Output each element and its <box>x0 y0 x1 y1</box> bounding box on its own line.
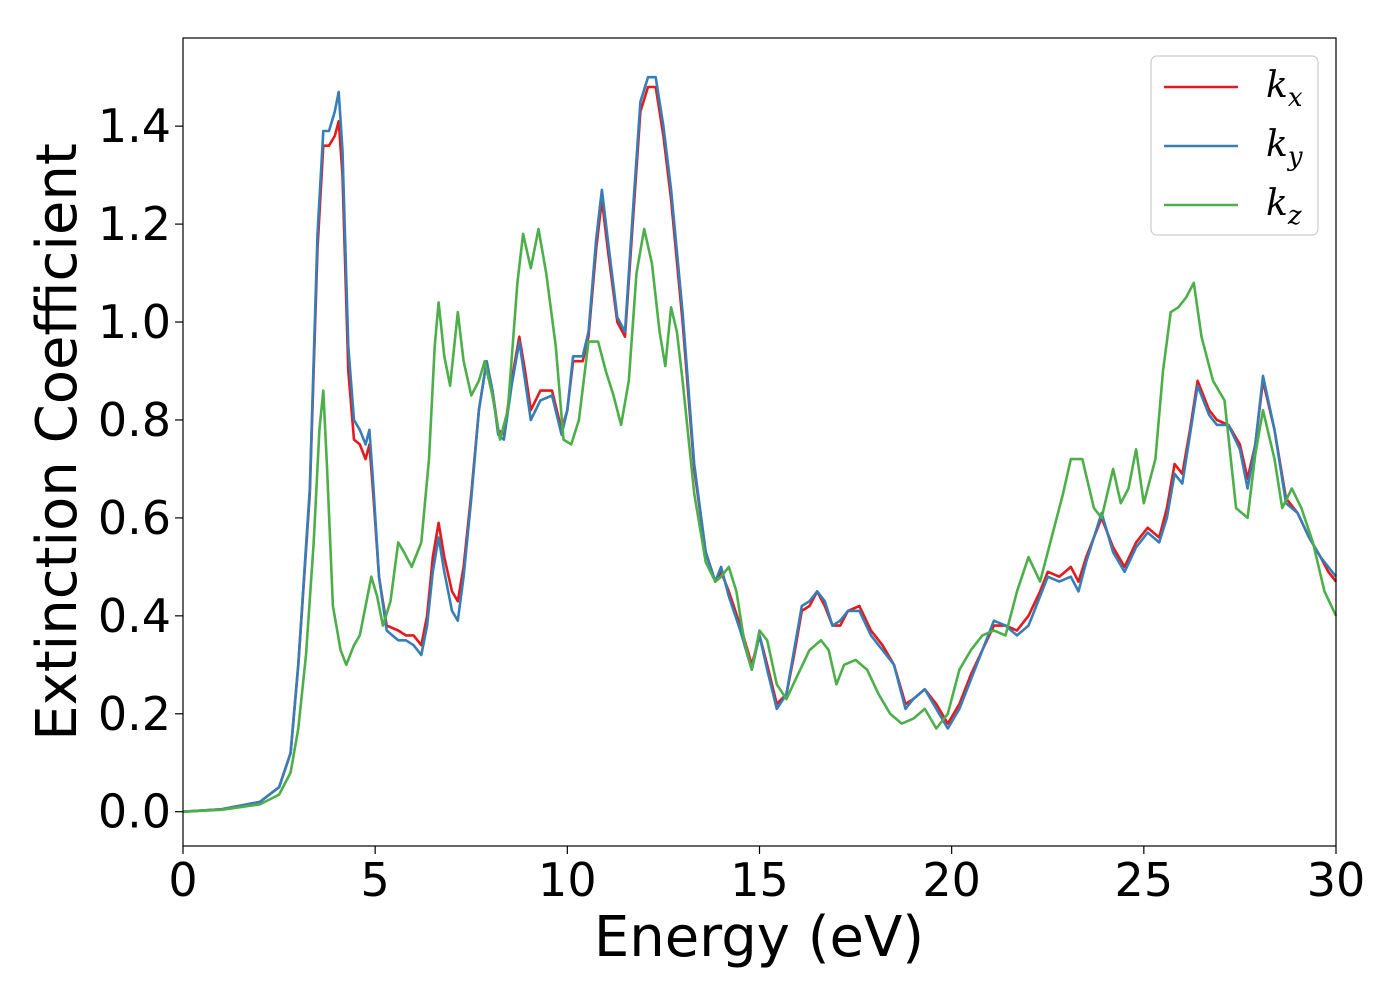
x-tick-label: 15 <box>730 853 789 907</box>
x-axis-title: Energy (eV) <box>594 905 924 970</box>
x-tick-label: 0 <box>168 853 197 907</box>
y-tick-label: 0.8 <box>98 393 171 447</box>
legend: kx ky kz <box>1150 55 1319 236</box>
y-tick-label: 0.4 <box>98 589 171 643</box>
series-layer <box>182 75 1338 813</box>
series-line-kz <box>182 227 1338 813</box>
y-tick-label: 1.4 <box>98 99 171 153</box>
y-tick-label: 0.0 <box>98 785 171 839</box>
legend-label-ky: ky <box>1266 124 1303 172</box>
x-tick-label: 5 <box>361 853 390 907</box>
y-tick-label: 0.2 <box>98 687 171 741</box>
x-tick-label: 25 <box>1115 853 1174 907</box>
y-tick-label: 0.6 <box>98 491 171 545</box>
legend-label-kz: kz <box>1266 183 1302 231</box>
x-tick-label: 30 <box>1307 853 1366 907</box>
y-tick-label: 1.2 <box>98 197 171 251</box>
y-axis-title: Extinction Coefficient <box>25 143 90 741</box>
x-tick-label: 10 <box>538 853 597 907</box>
legend-label-kx: kx <box>1266 65 1303 113</box>
y-tick-label: 1.0 <box>98 295 171 349</box>
y-axis: 0.0 0.2 0.4 0.6 0.8 1.0 1.2 1.4 <box>98 99 183 839</box>
x-tick-label: 20 <box>922 853 981 907</box>
x-axis: 0 5 10 15 20 25 30 <box>168 846 1365 907</box>
